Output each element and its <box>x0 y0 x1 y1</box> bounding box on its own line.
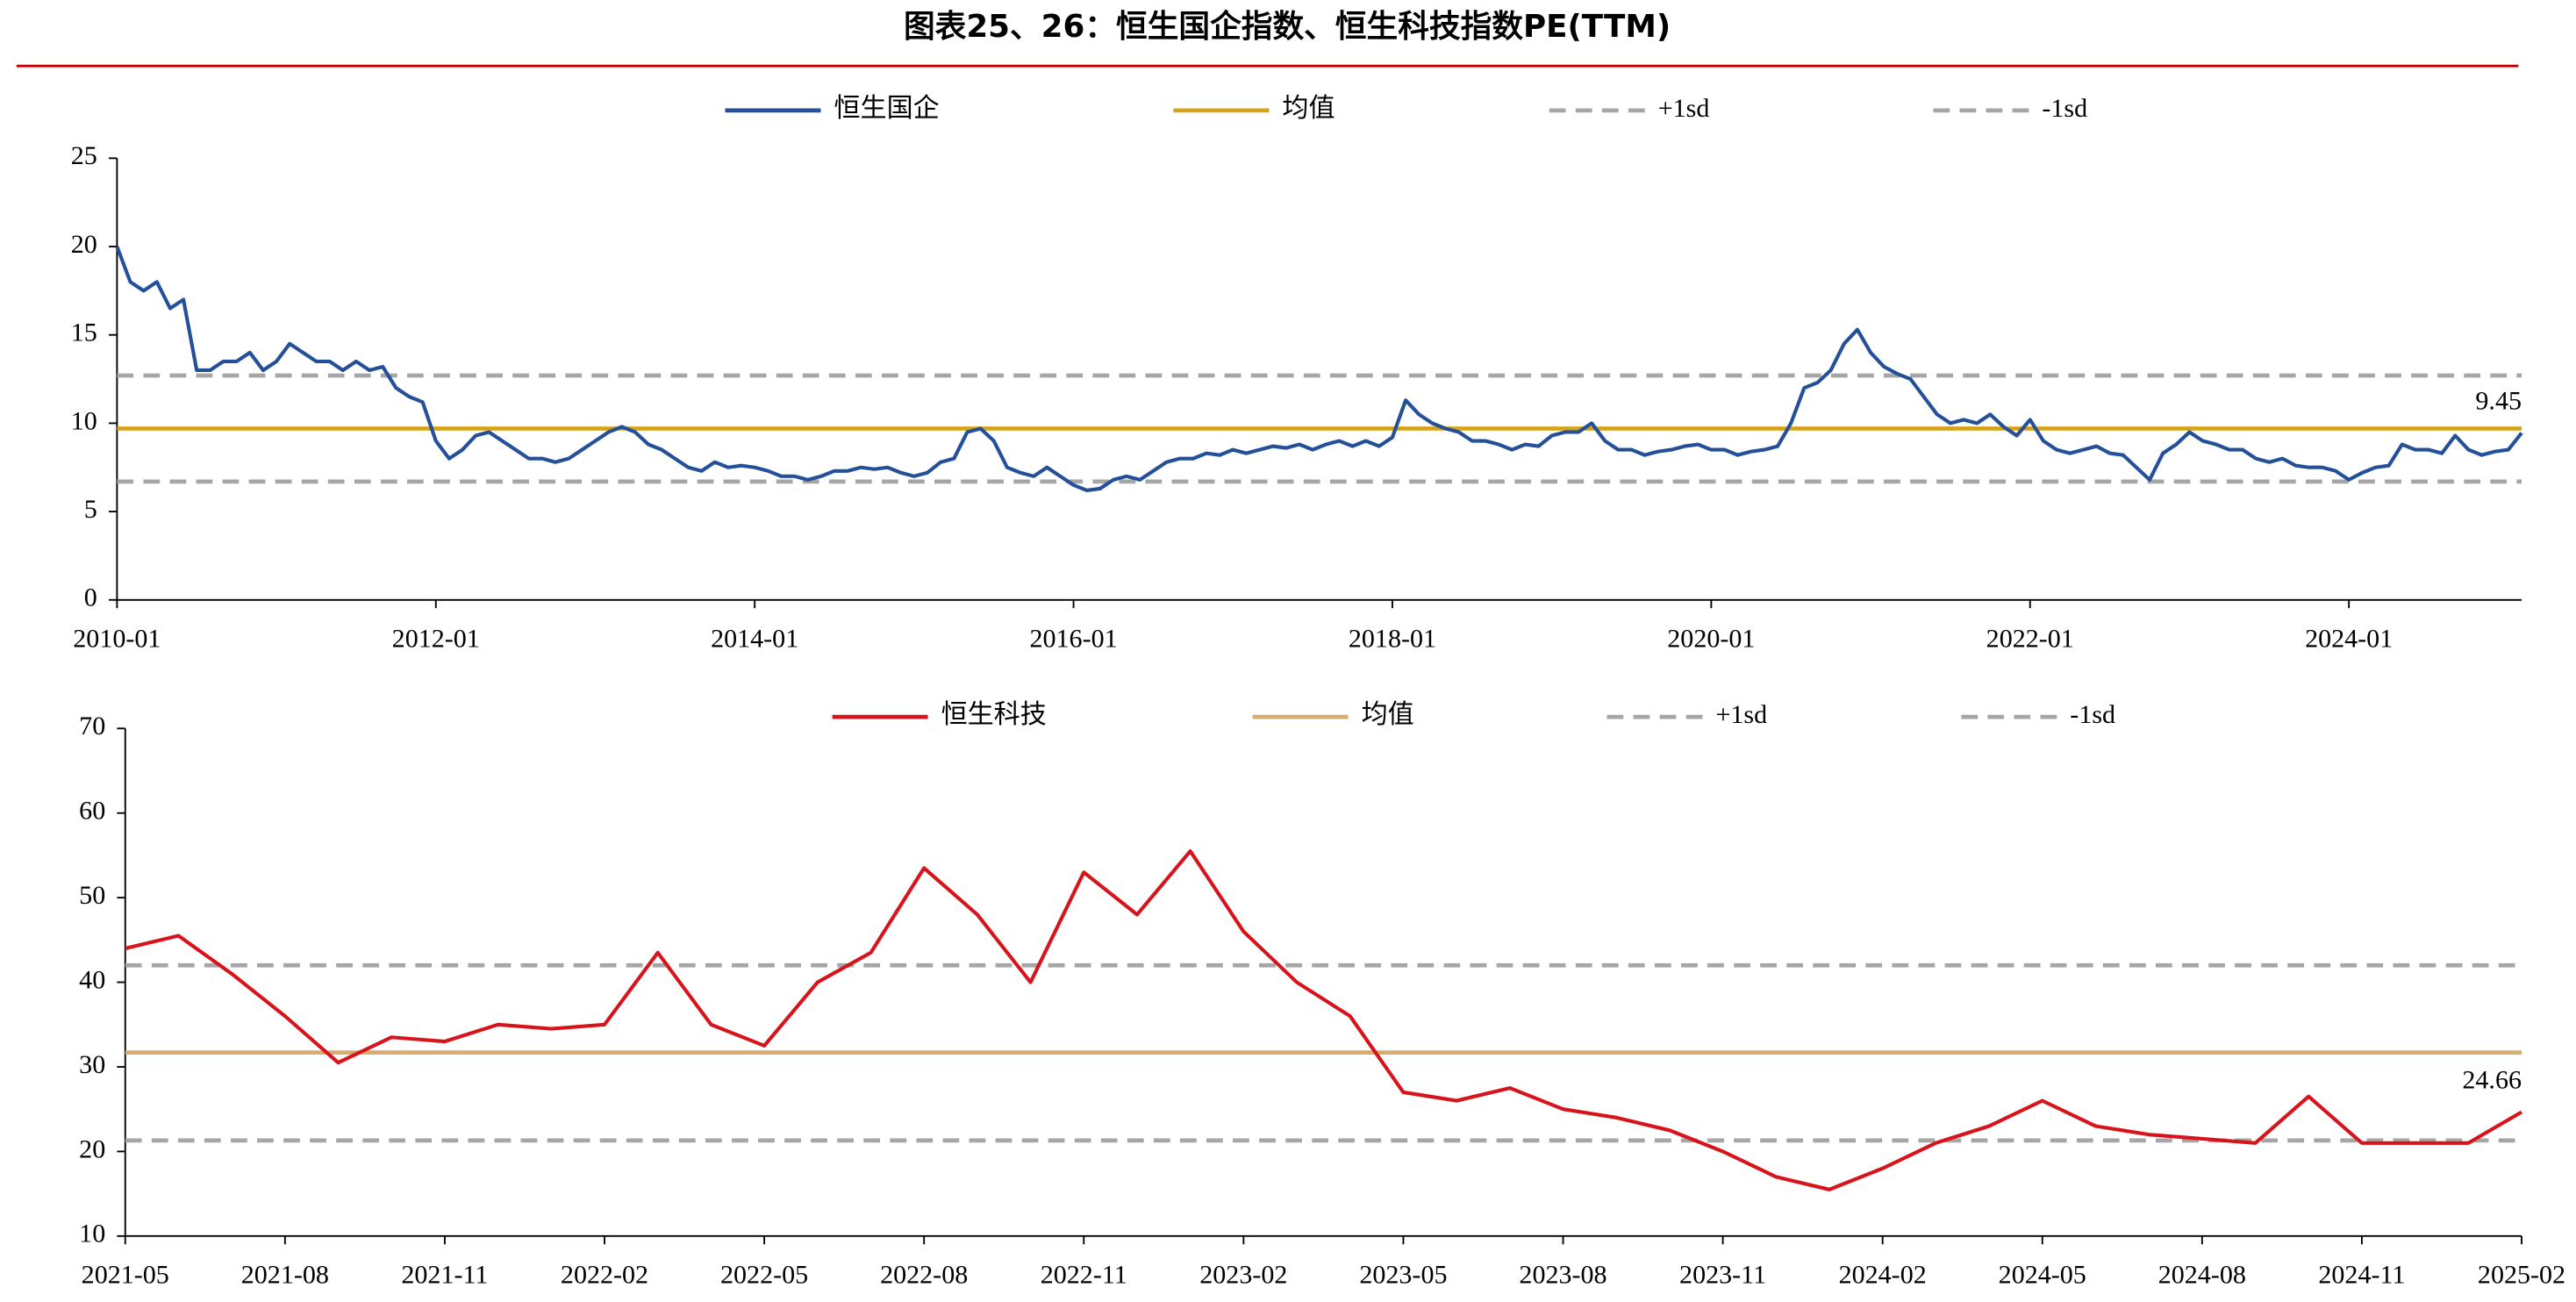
x-tick-label: 2014-01 <box>711 624 798 654</box>
y-tick-label: 25 <box>71 140 97 170</box>
x-tick-label: 2023-11 <box>1679 1260 1766 1290</box>
page-title: 图表25、26：恒生国企指数、恒生科技指数PE(TTM) <box>904 9 1671 45</box>
x-tick-label: 2022-01 <box>1986 624 2074 654</box>
x-tick-label: 2025-02 <box>2478 1260 2565 1290</box>
y-tick-label: 15 <box>71 318 97 347</box>
legend-label: +1sd <box>1658 93 1710 123</box>
x-tick-label: 2024-11 <box>2318 1260 2405 1290</box>
y-tick-label: 40 <box>79 964 105 994</box>
data-label: 24.66 <box>2462 1065 2522 1095</box>
legend-label: 恒生国企 <box>834 93 939 123</box>
y-tick-label: 50 <box>79 880 105 910</box>
x-tick-label: 2010-01 <box>73 624 161 654</box>
series-line <box>125 849 2523 1191</box>
y-tick-label: 60 <box>79 796 105 826</box>
y-tick-label: 70 <box>79 711 105 740</box>
series-line <box>115 246 2523 492</box>
y-tick-label: 10 <box>79 1219 105 1248</box>
y-tick-label: 5 <box>84 494 97 524</box>
x-tick-label: 2021-08 <box>241 1260 329 1290</box>
y-tick-label: 10 <box>71 405 97 435</box>
x-tick-label: 2023-02 <box>1199 1260 1287 1290</box>
x-tick-label: 2022-08 <box>880 1260 968 1290</box>
data-label: 9.45 <box>2475 386 2522 416</box>
legend-label: -1sd <box>2042 93 2087 123</box>
y-tick-label: 30 <box>79 1049 105 1079</box>
legend-label: 均值 <box>1362 699 1414 729</box>
x-tick-label: 2012-01 <box>392 624 480 654</box>
x-tick-label: 2023-08 <box>1519 1260 1606 1290</box>
x-tick-label: 2024-01 <box>2305 624 2393 654</box>
legend-label: 恒生科技 <box>941 699 1047 729</box>
x-tick-label: 2020-01 <box>1667 624 1755 654</box>
x-tick-label: 2022-02 <box>561 1260 648 1290</box>
y-tick-label: 0 <box>84 583 97 612</box>
x-tick-label: 2023-05 <box>1359 1260 1447 1290</box>
x-tick-label: 2022-05 <box>720 1260 808 1290</box>
legend-label: 均值 <box>1282 93 1335 123</box>
y-tick-label: 20 <box>71 229 97 259</box>
x-tick-label: 2024-02 <box>1839 1260 1927 1290</box>
x-tick-label: 2021-05 <box>82 1260 169 1290</box>
x-tick-label: 2022-11 <box>1041 1260 1127 1290</box>
x-tick-label: 2016-01 <box>1029 624 1117 654</box>
x-tick-label: 2024-05 <box>1999 1260 2086 1290</box>
y-tick-label: 20 <box>79 1134 105 1163</box>
legend-label: +1sd <box>1715 699 1767 729</box>
x-tick-label: 2021-11 <box>401 1260 488 1290</box>
x-tick-label: 2024-08 <box>2158 1260 2246 1290</box>
x-tick-label: 2018-01 <box>1349 624 1436 654</box>
legend-label: -1sd <box>2070 699 2115 729</box>
